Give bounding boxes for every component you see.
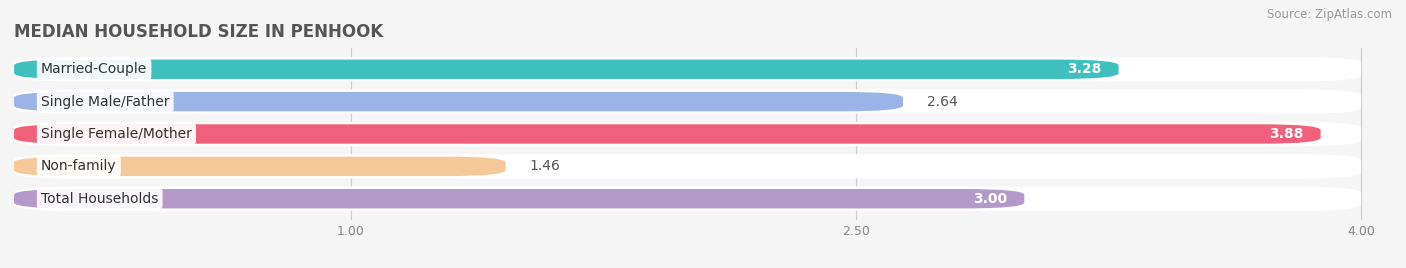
FancyBboxPatch shape xyxy=(14,189,1025,209)
Text: Single Female/Mother: Single Female/Mother xyxy=(41,127,191,141)
FancyBboxPatch shape xyxy=(14,154,1361,178)
Text: 1.46: 1.46 xyxy=(529,159,560,173)
FancyBboxPatch shape xyxy=(14,122,1361,146)
FancyBboxPatch shape xyxy=(14,92,903,111)
Text: 2.64: 2.64 xyxy=(927,95,957,109)
FancyBboxPatch shape xyxy=(14,90,1361,114)
Text: 3.88: 3.88 xyxy=(1270,127,1303,141)
Text: 3.28: 3.28 xyxy=(1067,62,1102,76)
FancyBboxPatch shape xyxy=(14,187,1361,211)
Text: 3.00: 3.00 xyxy=(973,192,1008,206)
Text: Single Male/Father: Single Male/Father xyxy=(41,95,170,109)
Text: Non-family: Non-family xyxy=(41,159,117,173)
Text: MEDIAN HOUSEHOLD SIZE IN PENHOOK: MEDIAN HOUSEHOLD SIZE IN PENHOOK xyxy=(14,23,384,41)
Text: Source: ZipAtlas.com: Source: ZipAtlas.com xyxy=(1267,8,1392,21)
Text: Total Households: Total Households xyxy=(41,192,159,206)
FancyBboxPatch shape xyxy=(14,124,1320,144)
FancyBboxPatch shape xyxy=(14,59,1119,79)
FancyBboxPatch shape xyxy=(14,157,506,176)
FancyBboxPatch shape xyxy=(14,57,1361,81)
Text: Married-Couple: Married-Couple xyxy=(41,62,148,76)
